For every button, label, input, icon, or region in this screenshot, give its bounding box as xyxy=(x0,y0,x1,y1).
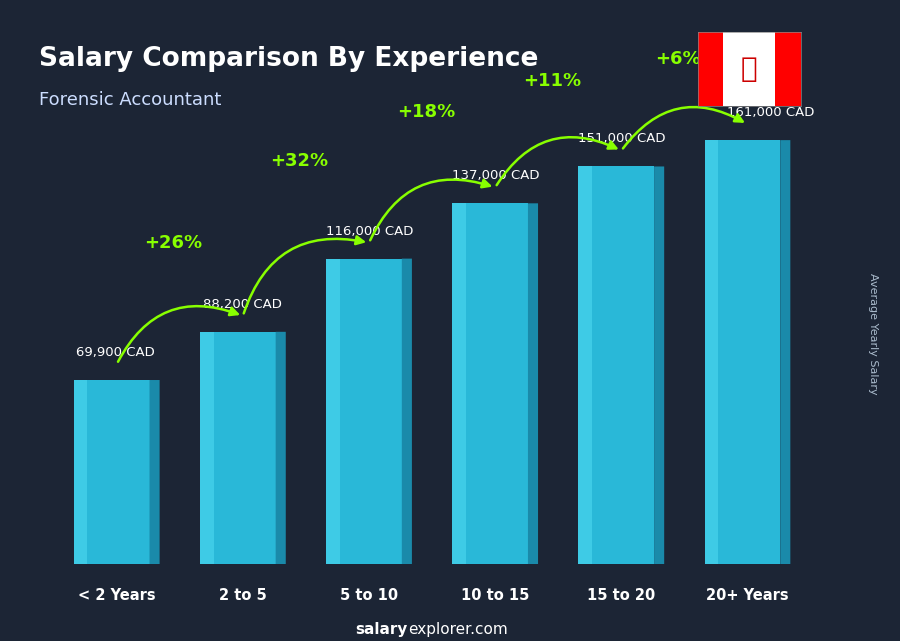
Polygon shape xyxy=(401,258,412,564)
Text: 5 to 10: 5 to 10 xyxy=(340,588,398,603)
FancyBboxPatch shape xyxy=(705,140,718,564)
Text: 69,900 CAD: 69,900 CAD xyxy=(76,346,155,359)
Text: +32%: +32% xyxy=(271,152,328,170)
Polygon shape xyxy=(654,167,664,564)
Text: 10 to 15: 10 to 15 xyxy=(461,588,529,603)
Polygon shape xyxy=(149,380,159,564)
FancyBboxPatch shape xyxy=(705,140,780,564)
Text: 137,000 CAD: 137,000 CAD xyxy=(453,169,540,182)
FancyBboxPatch shape xyxy=(74,380,149,564)
Text: 2 to 5: 2 to 5 xyxy=(219,588,266,603)
FancyBboxPatch shape xyxy=(453,203,528,564)
FancyBboxPatch shape xyxy=(200,332,213,564)
Text: < 2 Years: < 2 Years xyxy=(78,588,156,603)
FancyBboxPatch shape xyxy=(200,332,275,564)
Text: 161,000 CAD: 161,000 CAD xyxy=(727,106,814,119)
Text: 116,000 CAD: 116,000 CAD xyxy=(326,224,413,238)
Text: 88,200 CAD: 88,200 CAD xyxy=(202,298,282,311)
FancyBboxPatch shape xyxy=(74,380,87,564)
Bar xyxy=(698,32,724,106)
Text: explorer.com: explorer.com xyxy=(408,622,508,637)
Polygon shape xyxy=(275,332,286,564)
Bar xyxy=(775,32,801,106)
FancyBboxPatch shape xyxy=(579,167,592,564)
Text: +18%: +18% xyxy=(397,103,454,121)
Text: salary: salary xyxy=(356,622,408,637)
Polygon shape xyxy=(528,203,538,564)
Text: +6%: +6% xyxy=(655,50,701,68)
Text: Forensic Accountant: Forensic Accountant xyxy=(39,90,220,108)
Text: 20+ Years: 20+ Years xyxy=(706,588,788,603)
FancyBboxPatch shape xyxy=(326,258,339,564)
Text: 🍁: 🍁 xyxy=(741,55,758,83)
Text: 151,000 CAD: 151,000 CAD xyxy=(579,133,666,146)
Text: +26%: +26% xyxy=(144,234,202,252)
FancyBboxPatch shape xyxy=(453,203,466,564)
Text: Average Yearly Salary: Average Yearly Salary xyxy=(868,272,878,394)
Text: Salary Comparison By Experience: Salary Comparison By Experience xyxy=(39,46,538,72)
Text: 15 to 20: 15 to 20 xyxy=(587,588,655,603)
Polygon shape xyxy=(780,140,790,564)
Text: +11%: +11% xyxy=(523,72,581,90)
FancyBboxPatch shape xyxy=(579,167,654,564)
FancyBboxPatch shape xyxy=(326,258,401,564)
